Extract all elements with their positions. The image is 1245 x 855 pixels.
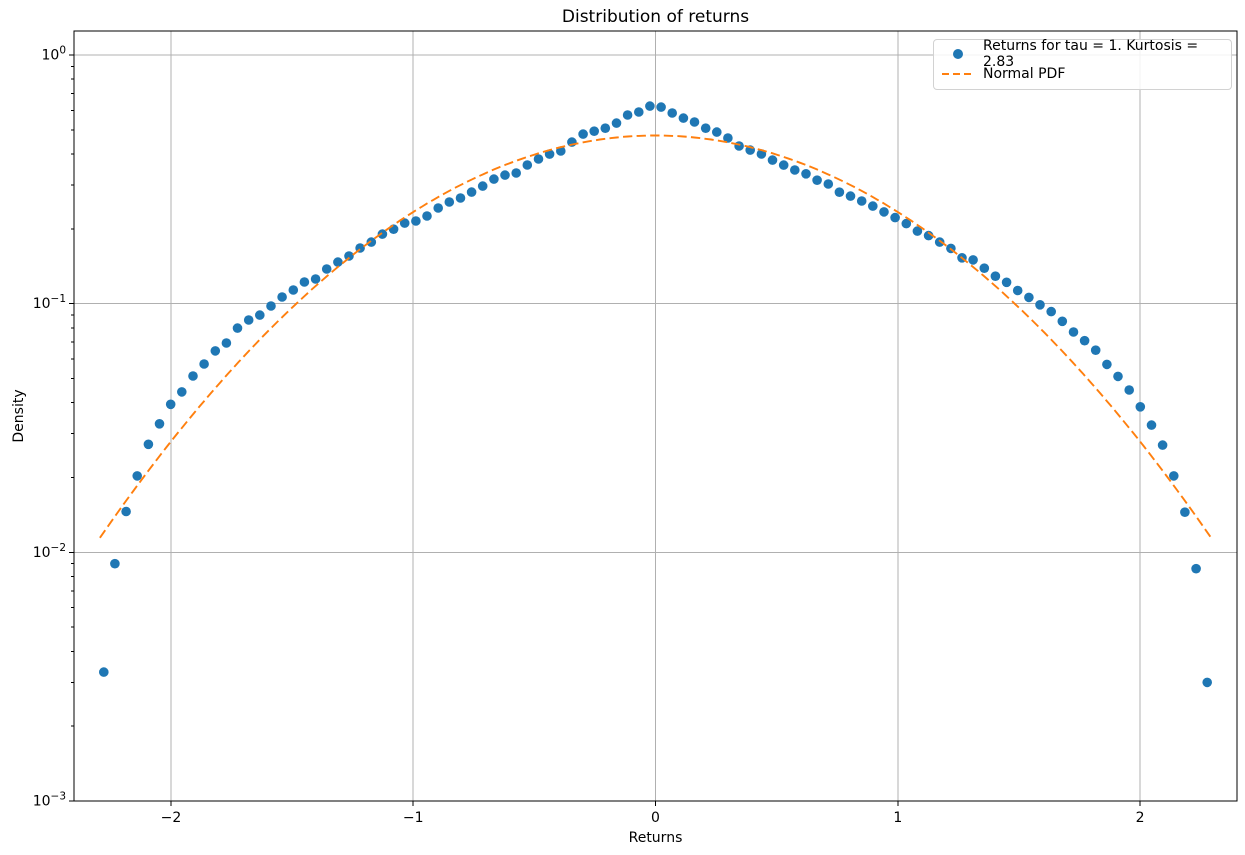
svg-text:−2: −2: [161, 810, 182, 826]
legend-item-returns: Returns for tau = 1. Kurtosis = 2.83: [941, 38, 1223, 70]
normal-pdf-line: [99, 134, 1212, 539]
legend-label-returns: Returns for tau = 1. Kurtosis = 2.83: [983, 38, 1199, 70]
x-axis-label: Returns: [628, 830, 683, 846]
legend: Returns for tau = 1. Kurtosis = 2.83 Nor…: [933, 38, 1232, 90]
chart-title: Distribution of returns: [561, 7, 750, 27]
svg-text:−1: −1: [403, 810, 424, 826]
legend-label-normal-pdf: Normal PDF: [983, 66, 1066, 82]
tick-marks: [69, 54, 1141, 806]
y-axis-label: Density: [11, 389, 27, 443]
scatter-marker-icon: [941, 49, 974, 59]
grid-lines: [74, 31, 1237, 802]
scatter-points: [99, 101, 1212, 688]
svg-text:100: 100: [41, 45, 66, 64]
svg-text:1: 1: [893, 810, 902, 826]
svg-text:2: 2: [1136, 810, 1145, 826]
svg-text:10−1: 10−1: [33, 293, 66, 312]
svg-text:10−2: 10−2: [33, 542, 66, 561]
svg-text:0: 0: [651, 810, 660, 826]
x-tick-labels: −2 −1 0 1 2: [161, 810, 1145, 826]
y-tick-labels: 100 10−1 10−2 10−3: [33, 45, 66, 810]
legend-item-normal-pdf: Normal PDF: [941, 64, 1223, 84]
svg-text:10−3: 10−3: [33, 791, 66, 810]
dashed-line-icon: [941, 73, 974, 75]
